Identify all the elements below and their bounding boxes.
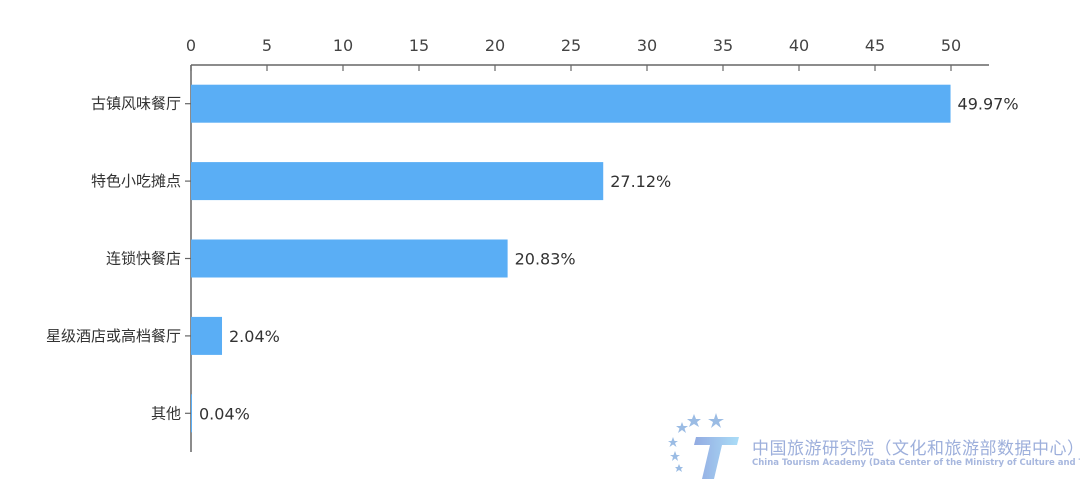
category-label: 其他 — [151, 404, 181, 422]
x-tick-label: 35 — [713, 36, 733, 55]
data-label: 2.04% — [229, 327, 280, 346]
x-tick-label: 15 — [409, 36, 429, 55]
data-label: 27.12% — [610, 172, 671, 191]
x-tick-label: 25 — [561, 36, 581, 55]
academy-logo-icon — [668, 413, 739, 479]
watermark: 中国旅游研究院（文化和旅游部数据中心） China Tourism Academ… — [664, 412, 1080, 479]
watermark-cn: 中国旅游研究院（文化和旅游部数据中心） — [752, 439, 1080, 459]
x-tick-label: 0 — [186, 36, 196, 55]
x-tick-label: 40 — [789, 36, 809, 55]
bar — [191, 394, 192, 433]
data-label: 49.97% — [958, 95, 1019, 114]
watermark-en: China Tourism Academy (Data Center of th… — [752, 458, 1080, 468]
category-label: 古镇风味餐厅 — [91, 95, 181, 113]
data-label: 20.83% — [515, 250, 576, 269]
x-tick-label: 10 — [333, 36, 353, 55]
bar — [191, 84, 951, 123]
data-label: 0.04% — [199, 404, 250, 423]
x-tick-label: 30 — [637, 36, 657, 55]
category-label: 星级酒店或高档餐厅 — [46, 327, 181, 345]
x-tick-label: 20 — [485, 36, 505, 55]
bar — [191, 316, 223, 355]
x-tick-label: 45 — [865, 36, 885, 55]
category-label: 连锁快餐店 — [106, 250, 181, 268]
x-tick-label: 50 — [941, 36, 961, 55]
bar — [191, 239, 508, 278]
bar — [191, 162, 604, 201]
x-tick-label: 5 — [262, 36, 272, 55]
category-label: 特色小吃摊点 — [91, 172, 181, 190]
